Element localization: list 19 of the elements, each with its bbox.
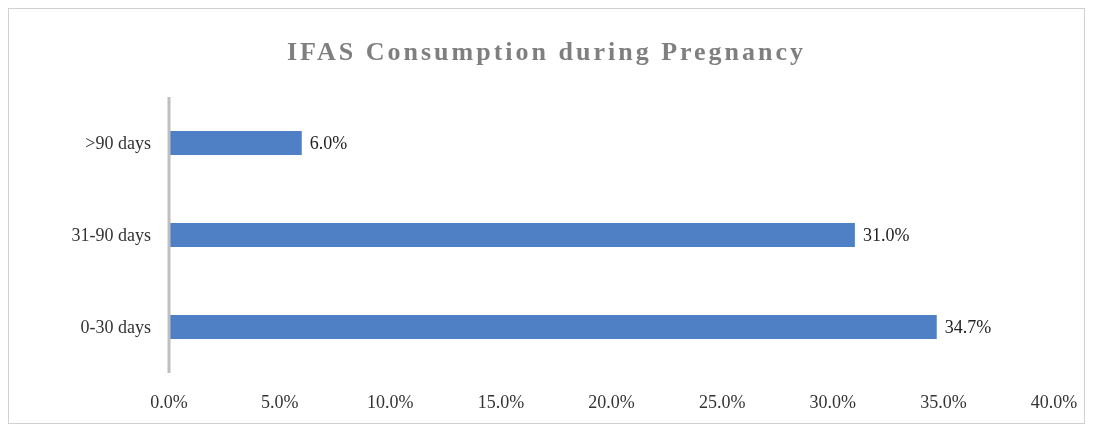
x-tick-label: 10.0%	[367, 391, 414, 412]
x-tick-label: 5.0%	[260, 391, 299, 412]
x-tick-label: 40.0%	[1030, 391, 1078, 412]
bar	[169, 131, 302, 155]
x-tick-label: 25.0%	[698, 391, 746, 412]
y-tick-label: >90 days	[85, 133, 151, 154]
bar	[169, 223, 855, 247]
x-tick-label: 20.0%	[588, 391, 635, 412]
data-label: 34.7%	[944, 317, 992, 337]
y-tick-label: 0-30 days	[80, 317, 151, 338]
x-tick-label: 30.0%	[809, 391, 856, 412]
x-tick-label: 35.0%	[920, 391, 967, 412]
x-tick-label: 0.0%	[150, 391, 188, 412]
chart-title: IFAS Consumption during Pregnancy	[285, 37, 808, 67]
bar	[169, 315, 937, 339]
data-label: 31.0%	[862, 225, 910, 245]
y-tick-label: 31-90 days	[71, 225, 151, 246]
x-tick-label: 15.0%	[477, 391, 525, 412]
data-label: 6.0%	[309, 133, 348, 153]
